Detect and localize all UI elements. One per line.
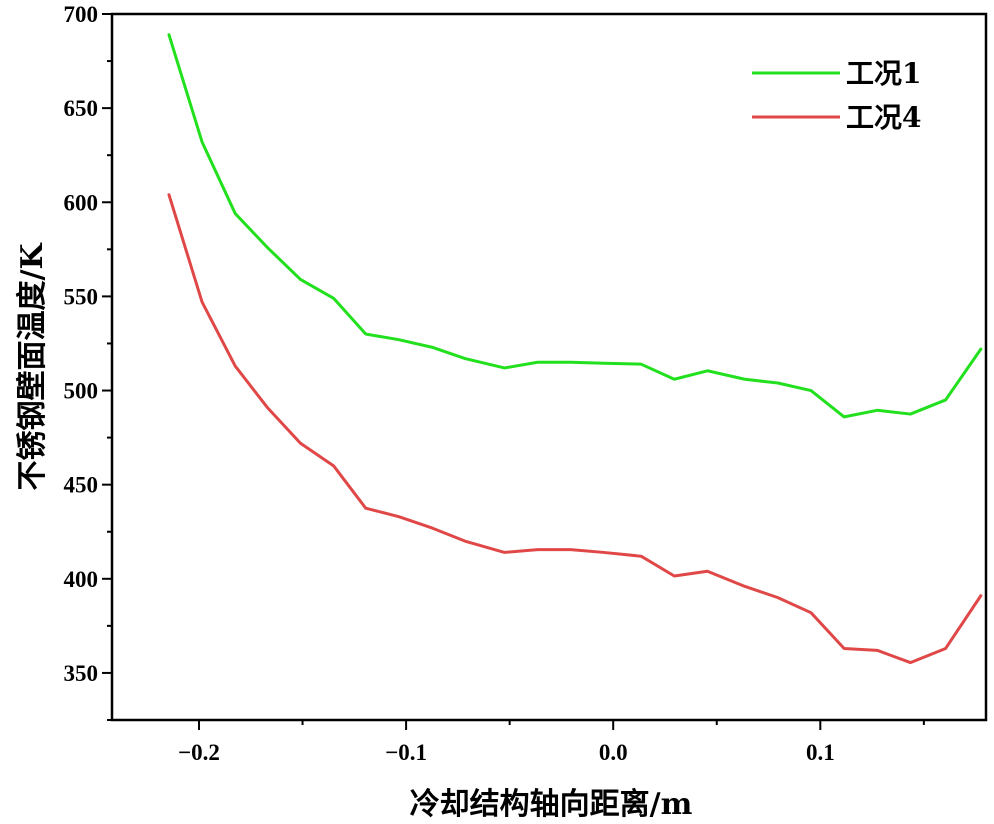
y-tick-label: 650 bbox=[64, 96, 99, 121]
y-tick-label: 700 bbox=[64, 2, 99, 27]
y-tick-label: 500 bbox=[64, 379, 99, 404]
series-line-2 bbox=[167, 193, 983, 665]
legend-label-1: 工况1 bbox=[846, 57, 921, 90]
series-line-1 bbox=[167, 33, 983, 419]
x-axis-title: 冷却结构轴向距离/m bbox=[410, 787, 693, 822]
plot-frame bbox=[110, 12, 988, 722]
x-tick-label: 0.0 bbox=[599, 740, 628, 765]
y-axis-title: 不锈钢壁面温度/K bbox=[15, 243, 50, 491]
y-tick-label: 550 bbox=[64, 284, 99, 309]
series-layer bbox=[167, 33, 983, 665]
y-tick-label: 350 bbox=[64, 661, 99, 686]
y-tick-label: 400 bbox=[64, 567, 99, 592]
x-tick-label: 0.1 bbox=[806, 740, 835, 765]
y-tick-label: 450 bbox=[64, 473, 99, 498]
axes-layer: −0.2 −0.1 0.0 0.1 350 400 450 500 550 600 650 700 bbox=[64, 2, 988, 765]
x-tick-label: −0.1 bbox=[385, 740, 427, 765]
x-tick-label: −0.2 bbox=[178, 740, 220, 765]
legend-label-2: 工况4 bbox=[846, 101, 921, 134]
y-tick-label: 600 bbox=[64, 190, 99, 215]
